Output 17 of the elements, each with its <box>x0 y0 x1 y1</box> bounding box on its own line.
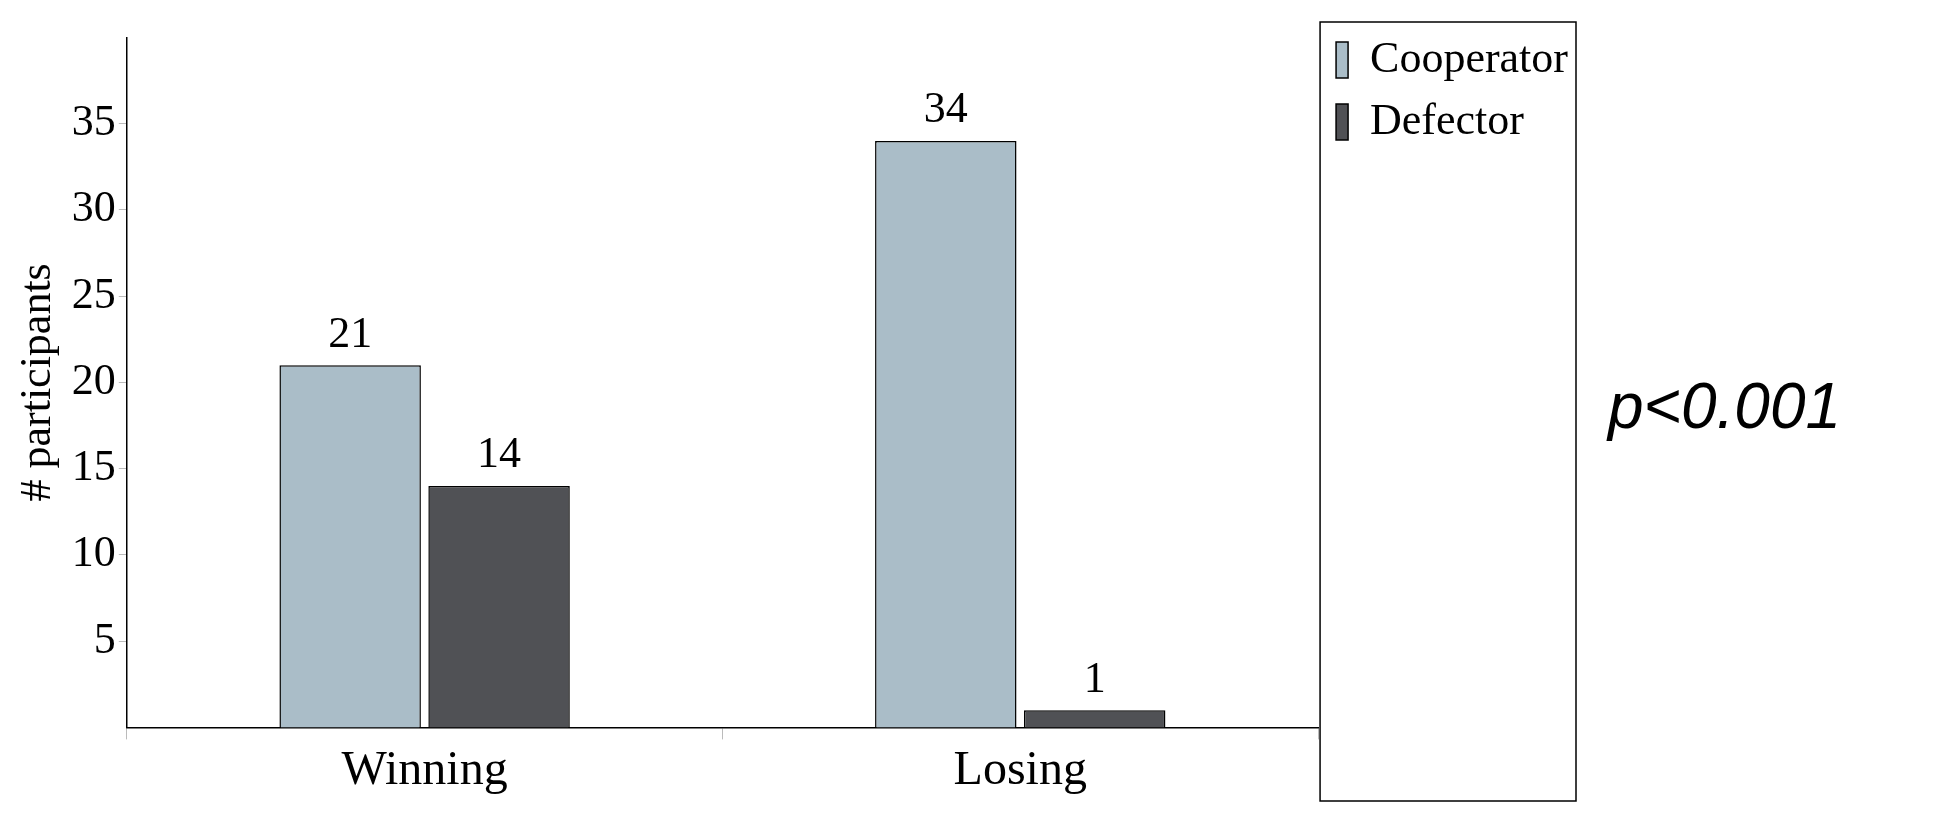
x-tick-label: Winning <box>341 740 508 794</box>
data-label: 1 <box>1083 652 1106 702</box>
y-tick-label: 25 <box>71 268 116 318</box>
y-axis-title: # participants <box>10 263 60 502</box>
y-tick-label: 15 <box>71 441 116 491</box>
legend-label: Cooperator <box>1370 32 1569 82</box>
text: p<0.001 <box>1608 368 1842 443</box>
data-label: 14 <box>477 428 522 478</box>
y-tick-label: 10 <box>71 527 116 577</box>
data-label: 21 <box>328 307 373 357</box>
y-tick-label: 5 <box>93 613 116 663</box>
x-tick-label: Losing <box>953 740 1087 794</box>
legend-label: Defector <box>1370 94 1525 144</box>
data-label: 34 <box>923 83 968 133</box>
y-tick-label: 30 <box>71 182 116 232</box>
y-tick-label: 20 <box>71 354 116 404</box>
y-tick-label: 35 <box>71 96 116 146</box>
